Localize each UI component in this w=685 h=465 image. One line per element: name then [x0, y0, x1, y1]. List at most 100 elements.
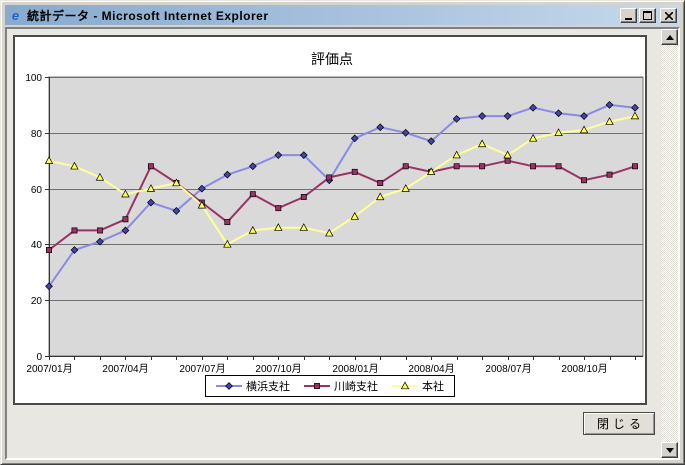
- diamond-marker: [580, 112, 588, 120]
- triangle-marker: [325, 228, 334, 237]
- y-tick-label: 80: [31, 129, 43, 140]
- arrow-up-icon: [665, 34, 674, 40]
- diamond-marker: [605, 101, 614, 109]
- legend-item-2: 本社: [392, 378, 444, 394]
- legend-label: 川崎支社: [334, 381, 378, 393]
- diamond-marker: [401, 128, 410, 137]
- square-marker: [351, 168, 358, 175]
- button-row: 閉じる: [583, 412, 655, 435]
- x-tick-label: 2007/04月: [102, 363, 148, 375]
- minimize-button[interactable]: [620, 7, 637, 23]
- square-marker: [377, 180, 384, 186]
- triangle-marker: [630, 111, 640, 120]
- triangle-marker: [376, 192, 385, 201]
- square-marker: [314, 383, 320, 389]
- chart-title: 評価点: [311, 51, 353, 67]
- series-line-1: [48, 159, 636, 251]
- window-title: 統計データ - Microsoft Internet Explorer: [27, 8, 269, 23]
- y-tick-label: 60: [31, 185, 43, 196]
- square-marker: [97, 227, 103, 234]
- y-tick-label: 0: [36, 352, 42, 363]
- triangle-marker: [146, 184, 156, 192]
- x-tick-label: 2008/07月: [485, 363, 531, 375]
- square-marker: [46, 247, 52, 253]
- maximize-button[interactable]: [639, 7, 656, 23]
- chart-svg: 評価点 0 20 40 60 80 100 2007/01月 2007/04月 2007/07月 2…: [25, 51, 644, 375]
- square-marker: [530, 163, 537, 170]
- diamond-marker: [350, 134, 359, 143]
- diamond-marker: [70, 246, 79, 254]
- diamond-marker: [478, 112, 487, 120]
- square-marker: [300, 194, 307, 200]
- triangle-marker: [503, 150, 512, 159]
- scroll-down-button[interactable]: [661, 442, 678, 458]
- x-tick-label: 2007/10月: [255, 363, 301, 375]
- legend-marker-square-icon: [304, 383, 330, 389]
- diamond-marker: [554, 109, 563, 118]
- legend-item-1: 川崎支社: [304, 378, 378, 394]
- browser-client-area: 評価点 0 20 40 60 80 100 2007/01月 2007/04月 2007/07月 2…: [5, 27, 680, 460]
- diamond-marker: [503, 112, 512, 120]
- square-marker: [224, 219, 231, 226]
- diamond-marker: [427, 137, 436, 146]
- square-marker: [581, 177, 587, 184]
- triangle-marker: [223, 239, 232, 248]
- square-marker: [453, 163, 460, 170]
- close-window-button[interactable]: [660, 7, 677, 23]
- triangle-marker: [401, 184, 410, 192]
- internet-explorer-logo-icon: e: [11, 7, 20, 23]
- scroll-up-button[interactable]: [661, 29, 678, 45]
- triangle-marker: [477, 139, 487, 148]
- square-marker: [402, 163, 409, 170]
- diamond-marker: [248, 162, 257, 171]
- y-tick-label: 100: [25, 73, 42, 84]
- square-marker: [606, 171, 613, 178]
- maximize-icon: [643, 10, 652, 20]
- close-page-button[interactable]: 閉じる: [583, 412, 655, 435]
- square-marker: [275, 205, 282, 212]
- diamond-marker: [121, 226, 130, 235]
- square-marker: [326, 174, 333, 181]
- square-marker: [504, 157, 511, 164]
- square-marker: [147, 163, 154, 170]
- triangle-marker: [172, 178, 181, 187]
- triangle-marker: [95, 172, 105, 181]
- diamond-marker: [96, 237, 104, 246]
- square-marker: [71, 227, 78, 234]
- diamond-marker: [274, 151, 283, 160]
- legend-marker-triangle-icon: [392, 381, 418, 390]
- diamond-marker: [299, 151, 308, 160]
- triangle-marker: [248, 225, 258, 234]
- vertical-scrollbar[interactable]: [661, 29, 678, 458]
- triangle-marker: [554, 128, 563, 136]
- legend-item-0: 横浜支社: [216, 378, 290, 394]
- diamond-marker: [529, 103, 537, 112]
- triangle-marker: [350, 211, 359, 220]
- legend-label: 横浜支社: [246, 381, 290, 393]
- series-line-2: [48, 115, 636, 246]
- close-icon: [664, 11, 673, 20]
- square-marker: [122, 216, 129, 223]
- square-marker: [249, 191, 256, 198]
- diamond-marker: [147, 198, 155, 207]
- diamond-marker: [225, 382, 233, 390]
- title-bar[interactable]: e 統計データ - Microsoft Internet Explorer: [5, 5, 680, 25]
- square-marker: [479, 163, 486, 170]
- series-line-0: [48, 103, 636, 287]
- diamond-marker: [197, 184, 206, 193]
- x-tick-label: 2008/10月: [561, 363, 607, 375]
- triangle-marker: [579, 125, 589, 134]
- y-tick-label: 20: [31, 296, 43, 307]
- triangle-marker: [605, 117, 614, 125]
- square-marker: [555, 163, 562, 170]
- triangle-marker: [452, 150, 461, 159]
- chart-canvas: 評価点 0 20 40 60 80 100 2007/01月 2007/04月 2007/07月 2…: [15, 37, 645, 407]
- diamond-marker: [45, 282, 53, 291]
- y-tick-label: 40: [31, 240, 43, 251]
- chart-legend: 横浜支社 川崎支社 本社: [205, 375, 455, 397]
- minimize-icon: [624, 17, 632, 20]
- diamond-marker: [452, 114, 461, 123]
- x-tick-label: 2007/07月: [179, 363, 225, 375]
- triangle-marker: [299, 223, 308, 231]
- window-controls: [620, 7, 677, 23]
